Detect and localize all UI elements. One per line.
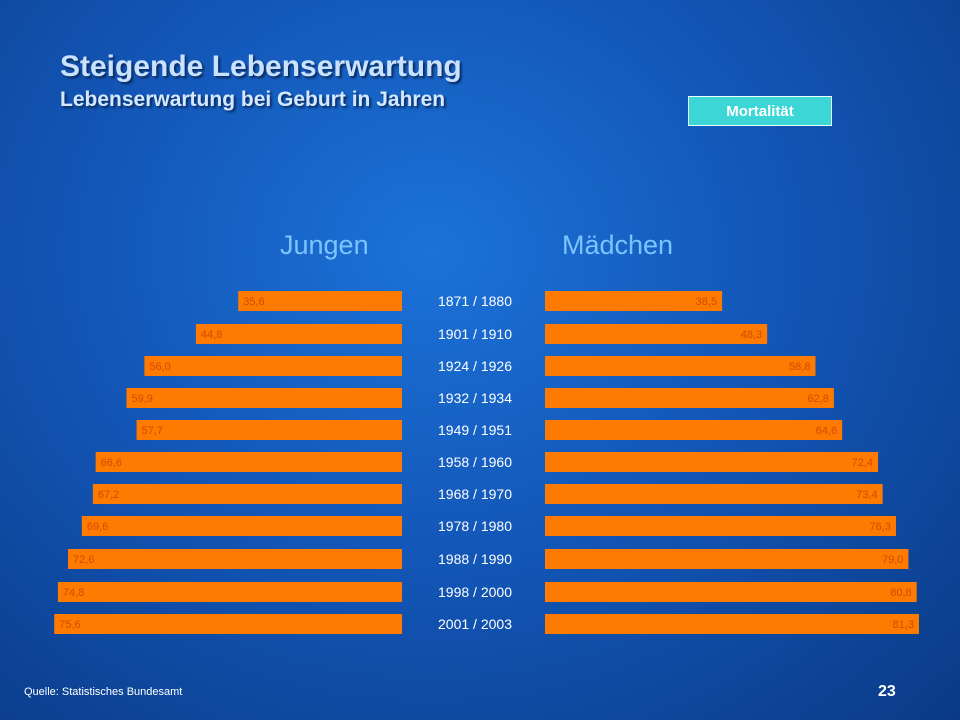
category-label: 1924 / 1926: [438, 358, 512, 374]
value-label-maedchen: 81,3: [893, 619, 914, 631]
value-label-jungen: 56,0: [149, 361, 170, 373]
value-label-jungen: 59,9: [131, 393, 152, 405]
bar-maedchen: [545, 420, 843, 440]
value-label-maedchen: 73,4: [856, 489, 877, 501]
value-label-jungen: 72,6: [73, 554, 94, 566]
bar-maedchen: [545, 614, 919, 634]
source-note: Quelle: Statistisches Bundesamt: [24, 686, 183, 698]
bar-maedchen: [545, 452, 879, 472]
category-label: 2001 / 2003: [438, 616, 512, 632]
value-label-jungen: 57,7: [142, 425, 163, 437]
series-label-jungen: Jungen: [280, 230, 369, 260]
bar-jungen: [68, 549, 402, 569]
value-label-jungen: 67,2: [98, 489, 119, 501]
value-label-maedchen: 76,3: [870, 521, 891, 533]
bar-maedchen: [545, 582, 917, 602]
value-label-maedchen: 48,3: [741, 329, 762, 341]
bar-maedchen: [545, 549, 909, 569]
category-label: 1871 / 1880: [438, 293, 512, 309]
bar-maedchen: [545, 324, 768, 344]
page-title: Steigende Lebenserwartung: [60, 50, 462, 83]
value-label-maedchen: 58,8: [789, 361, 810, 373]
value-label-jungen: 75,6: [59, 619, 80, 631]
bar-jungen: [57, 582, 403, 602]
series-label-maedchen: Mädchen: [562, 230, 674, 260]
category-label: 1932 / 1934: [438, 390, 512, 406]
page-subtitle: Lebenserwartung bei Geburt in Jahren: [60, 88, 446, 111]
value-label-jungen: 44,8: [201, 329, 222, 341]
value-label-jungen: 69,6: [87, 521, 108, 533]
category-label: 1901 / 1910: [438, 326, 512, 342]
bar-jungen: [95, 452, 402, 472]
value-label-maedchen: 38,5: [696, 296, 717, 308]
bar-maedchen: [545, 516, 896, 536]
category-label: 1968 / 1970: [438, 486, 512, 502]
value-label-maedchen: 64,6: [816, 425, 837, 437]
bar-jungen: [195, 324, 402, 344]
value-label-jungen: 74,8: [63, 587, 84, 599]
bar-jungen: [126, 388, 403, 408]
bar-maedchen: [545, 388, 834, 408]
mortalitaet-button[interactable]: Mortalität: [688, 96, 832, 126]
bar-jungen: [54, 614, 403, 634]
bar-jungen: [238, 291, 402, 311]
category-label: 1978 / 1980: [438, 518, 512, 534]
value-label-maedchen: 80,8: [890, 587, 911, 599]
category-label: 1949 / 1951: [438, 422, 512, 438]
value-label-jungen: 35,6: [243, 296, 264, 308]
bar-jungen: [144, 356, 402, 376]
bar-maedchen: [545, 484, 883, 504]
bar-jungen: [92, 484, 402, 504]
bar-maedchen: [545, 356, 816, 376]
bar-jungen: [81, 516, 402, 536]
bar-jungen: [136, 420, 402, 440]
category-label: 1958 / 1960: [438, 454, 512, 470]
value-label-maedchen: 72,4: [852, 457, 873, 469]
value-label-maedchen: 79,0: [882, 554, 903, 566]
category-label: 1988 / 1990: [438, 551, 512, 567]
value-label-maedchen: 62,8: [807, 393, 828, 405]
bar-maedchen: [545, 291, 723, 311]
value-label-jungen: 66,6: [101, 457, 122, 469]
page-number: 23: [878, 683, 896, 700]
category-label: 1998 / 2000: [438, 584, 512, 600]
